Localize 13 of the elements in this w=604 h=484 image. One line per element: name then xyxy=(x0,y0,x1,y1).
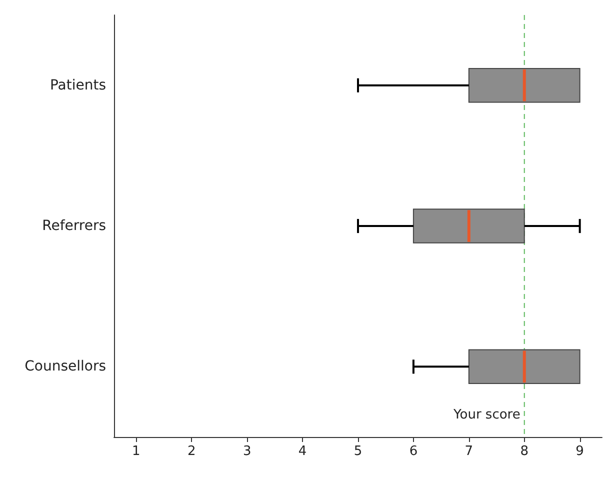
x-tick-label: 4 xyxy=(298,444,307,459)
x-tick-label: 6 xyxy=(409,444,418,459)
x-tick-label: 1 xyxy=(132,444,140,459)
x-tick-label: 8 xyxy=(520,444,529,459)
y-tick-label: Referrers xyxy=(42,218,106,234)
ref-line-label: Your score xyxy=(452,408,520,422)
y-tick-label: Patients xyxy=(50,77,106,94)
x-tick-label: 5 xyxy=(354,444,362,459)
x-tick-label: 3 xyxy=(242,444,252,459)
x-tick-label: 2 xyxy=(187,444,196,459)
x-tick-label: 7 xyxy=(464,444,474,459)
x-tick-label: 9 xyxy=(576,444,584,459)
y-tick-label: Counsellors xyxy=(24,358,106,375)
